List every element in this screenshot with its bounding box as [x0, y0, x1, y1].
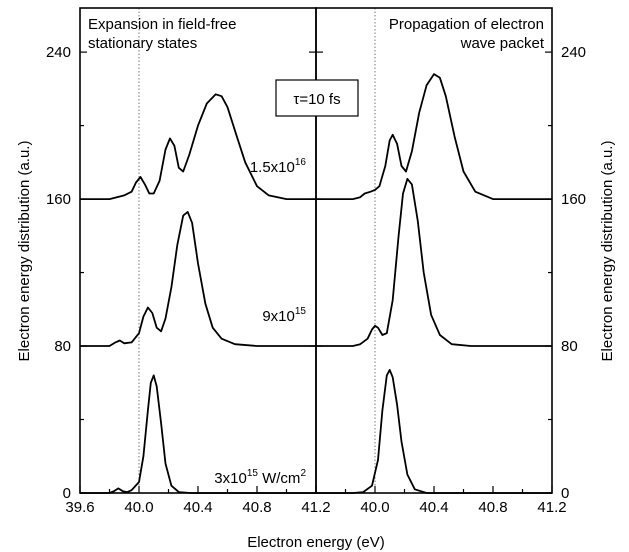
- left-y-tick-label-3: 240: [46, 44, 71, 61]
- left-annotations: 3x1015 W/cm2 9x1015 1.5x1016: [214, 157, 306, 487]
- left-x-tick-label-0: 39.6: [65, 499, 94, 516]
- tau-box: [275, 79, 359, 117]
- right-x-tick-label-2: 40.4: [419, 499, 448, 516]
- right-x-tick-label-4: 41.2: [537, 499, 566, 516]
- y-axis-title-left: Electron energy distribution (a.u.): [16, 141, 33, 362]
- left-x-tick-label-1: 40.0: [124, 499, 153, 516]
- intensity-label-1: 9x1015: [262, 306, 306, 325]
- right-y-tick-label-0: 0: [561, 485, 569, 502]
- right-x-tick-label-3: 40.8: [478, 499, 507, 516]
- left-curve-0: [80, 374, 316, 494]
- right-curve-1: [316, 178, 552, 347]
- x-axis-title: Electron energy (eV): [247, 534, 385, 551]
- right-y-tick-label-3: 240: [561, 44, 586, 61]
- right-curve-2: [316, 73, 552, 200]
- right-panel-title-line1: Propagation of electron: [389, 16, 544, 33]
- tau-inset: τ=10 fs: [275, 79, 359, 117]
- right-panel-title-line2: wave packet: [460, 35, 545, 52]
- right-curves: [316, 73, 552, 494]
- left-y-tick-label-0: 0: [63, 485, 71, 502]
- left-x-tick-label-3: 40.8: [242, 499, 271, 516]
- intensity-label-0: 3x1015 W/cm2: [214, 468, 306, 487]
- y-axis-title-right: Electron energy distribution (a.u.): [599, 141, 616, 362]
- right-panel: 40.0 40.4 40.8 41.20 80 160 240 Propagation of…: [315, 7, 586, 516]
- right-panel-frame: [315, 7, 553, 494]
- left-x-tick-label-4: 41.2: [301, 499, 330, 516]
- right-y-tick-label-1: 80: [561, 338, 578, 355]
- right-x-tick-label-1: 40.0: [360, 499, 389, 516]
- right-y-tick-label-2: 160: [561, 191, 586, 208]
- tau-label: τ=10 fs: [293, 91, 340, 108]
- left-panel-title-line1: Expansion in field-free: [88, 16, 236, 33]
- intensity-label-2: 1.5x1016: [250, 157, 307, 176]
- left-panel-title-line2: stationary states: [88, 35, 197, 52]
- left-y-tick-label-2: 160: [46, 191, 71, 208]
- left-curves: [80, 93, 316, 494]
- left-curve-1: [80, 211, 316, 347]
- left-y-tick-label-1: 80: [54, 338, 71, 355]
- left-curve-2: [80, 93, 316, 200]
- right-curve-0: [316, 369, 552, 494]
- left-x-tick-label-2: 40.4: [183, 499, 212, 516]
- right-ticks: 40.0 40.4 40.8 41.20 80 160 240: [315, 44, 586, 516]
